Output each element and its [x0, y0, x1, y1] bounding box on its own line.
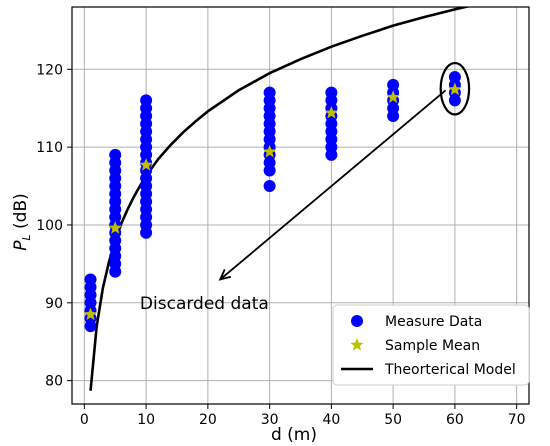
measure-point: [263, 180, 276, 193]
mean-star: [139, 158, 153, 171]
y-axis-label-sub: L: [20, 234, 33, 240]
mean-star: [386, 90, 400, 103]
x-tick-label: 50: [384, 412, 402, 428]
legend-label-measure: Measure Data: [385, 314, 482, 330]
x-tick-labels: 0 10 20 30 40 50 60 70: [80, 404, 526, 428]
legend-label-model: Theorterical Model: [384, 362, 516, 378]
plot-frame: [71, 6, 530, 405]
measure-point: [84, 273, 97, 286]
x-tick-label: 40: [322, 412, 340, 428]
legend-box: [332, 304, 530, 386]
annotation-arrow-head: [218, 269, 232, 281]
y-axis-label-main: P: [11, 240, 31, 251]
mean-star: [262, 144, 277, 158]
x-axis-label: d (m): [271, 425, 317, 445]
annotation-arrow-shaft: [219, 89, 447, 281]
y-axis-label-unit: (dB): [11, 193, 31, 234]
y-tick-label: 110: [36, 140, 63, 156]
y-tick-label: 120: [36, 62, 63, 78]
y-tick-label: 90: [45, 296, 63, 312]
measure-point: [109, 148, 122, 161]
y-axis-label: PL (dB): [11, 193, 33, 251]
x-tick-label: 20: [199, 412, 217, 428]
annotation: Discarded data: [140, 61, 471, 314]
measure-point: [140, 94, 153, 107]
x-tick-label: 0: [80, 412, 89, 428]
mean-stars-group: [83, 82, 462, 321]
legend-marker-measure: [351, 315, 363, 327]
mean-star: [83, 307, 98, 321]
annotation-text: Discarded data: [140, 294, 269, 314]
mean-star: [108, 221, 122, 234]
mean-star: [324, 105, 339, 119]
mean-star: [448, 82, 462, 96]
measure-point: [325, 86, 338, 99]
discarded-ellipse: [439, 61, 471, 116]
x-tick-label: 30: [261, 412, 279, 428]
legend-marker-mean: [350, 338, 364, 351]
x-tick-label: 60: [446, 412, 464, 428]
measure-point: [448, 71, 461, 84]
y-tick-label: 100: [36, 218, 63, 234]
x-tick-label: 70: [508, 412, 526, 428]
y-tick-label: 80: [45, 374, 63, 390]
y-tick-labels: 80 90 100 110 120: [36, 62, 72, 390]
legend: Measure Data Sample Mean Theorterical Mo…: [332, 304, 530, 386]
x-tick-label: 10: [137, 412, 155, 428]
measure-point: [263, 86, 276, 99]
legend-label-mean: Sample Mean: [385, 338, 480, 354]
measure-point: [387, 78, 400, 91]
measure-points-group: [84, 71, 461, 333]
